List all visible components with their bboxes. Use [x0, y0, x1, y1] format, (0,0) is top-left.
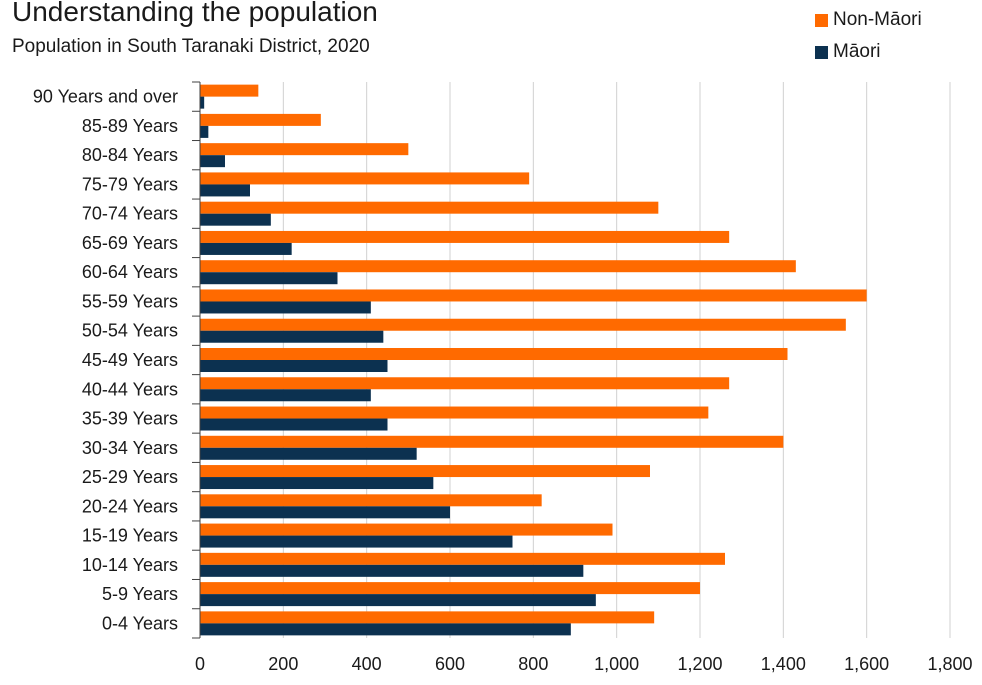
- category-label: 55-59 Years: [82, 291, 178, 311]
- bar-non-maori: [200, 230, 730, 243]
- bar-non-maori: [200, 494, 542, 507]
- bar-maori: [200, 155, 225, 168]
- bar-maori: [200, 535, 513, 548]
- bar-maori: [200, 301, 371, 314]
- x-tick-label: 400: [352, 654, 382, 674]
- bar-maori: [200, 623, 571, 636]
- bar-maori: [200, 184, 250, 197]
- bar-maori: [200, 360, 388, 372]
- legend-item-non-maori: Non-Māori: [815, 4, 922, 36]
- bar-maori: [200, 477, 434, 490]
- bar-maori: [200, 272, 338, 285]
- category-label: 45-49 Years: [82, 350, 178, 370]
- bar-non-maori: [200, 84, 259, 97]
- category-label: 65-69 Years: [82, 233, 178, 253]
- bar-maori: [200, 447, 417, 460]
- bar-non-maori: [200, 201, 659, 214]
- category-label: 60-64 Years: [82, 262, 178, 282]
- bar-non-maori: [200, 143, 409, 156]
- bar-maori: [200, 389, 371, 402]
- bar-non-maori: [200, 406, 709, 419]
- category-label: 35-39 Years: [82, 409, 178, 429]
- category-label: 0-4 Years: [102, 613, 178, 633]
- bar-non-maori: [200, 582, 700, 595]
- x-tick-label: 600: [435, 654, 465, 674]
- x-tick-label: 0: [195, 654, 205, 674]
- x-tick-label: 1,000: [594, 654, 639, 674]
- category-label: 25-29 Years: [82, 467, 178, 487]
- bar-maori: [200, 125, 209, 138]
- category-label: 85-89 Years: [82, 116, 178, 136]
- category-label: 5-9 Years: [102, 584, 178, 604]
- x-tick-label: 200: [268, 654, 298, 674]
- category-label: 50-54 Years: [82, 321, 178, 341]
- x-tick-label: 1,400: [761, 654, 806, 674]
- chart-subtitle: Population in South Taranaki District, 2…: [12, 36, 370, 57]
- bar-non-maori: [200, 523, 613, 536]
- bar-maori: [200, 594, 596, 607]
- bar-non-maori: [200, 611, 655, 624]
- legend-label-maori: Māori: [833, 41, 881, 62]
- bar-non-maori: [200, 289, 867, 302]
- category-label: 80-84 Years: [82, 145, 178, 165]
- bar-maori: [200, 330, 384, 343]
- bar-maori: [200, 96, 205, 109]
- category-label: 75-79 Years: [82, 174, 178, 194]
- bar-non-maori: [200, 435, 784, 448]
- legend-swatch-maori: [815, 45, 828, 59]
- x-tick-label: 1,600: [844, 654, 889, 674]
- bar-non-maori: [200, 348, 788, 360]
- bar-non-maori: [200, 465, 650, 478]
- bar-maori: [200, 564, 584, 577]
- bar-non-maori: [200, 113, 321, 126]
- bar-maori: [200, 242, 292, 255]
- legend-label-non-maori: Non-Māori: [833, 9, 922, 30]
- legend-swatch-non-maori: [815, 13, 828, 27]
- category-label: 30-34 Years: [82, 438, 178, 458]
- category-label: 70-74 Years: [82, 204, 178, 224]
- bar-non-maori: [200, 172, 530, 185]
- bar-non-maori: [200, 318, 846, 331]
- chart-title: Understanding the population: [12, 0, 378, 27]
- category-label: 15-19 Years: [82, 526, 178, 546]
- x-tick-label: 1,800: [927, 654, 972, 674]
- x-tick-label: 800: [518, 654, 548, 674]
- bar-non-maori: [200, 260, 796, 273]
- x-tick-label: 1,200: [677, 654, 722, 674]
- bar-maori: [200, 213, 271, 226]
- category-label: 10-14 Years: [82, 555, 178, 575]
- bar-maori: [200, 418, 388, 431]
- category-label: 90 Years and over: [33, 87, 178, 107]
- legend: Non-Māori Māori: [815, 4, 922, 68]
- bar-non-maori: [200, 377, 730, 390]
- category-label: 20-24 Years: [82, 496, 178, 516]
- bar-maori: [200, 506, 450, 519]
- bar-non-maori: [200, 552, 725, 565]
- category-label: 40-44 Years: [82, 379, 178, 399]
- legend-item-maori: Māori: [815, 36, 922, 68]
